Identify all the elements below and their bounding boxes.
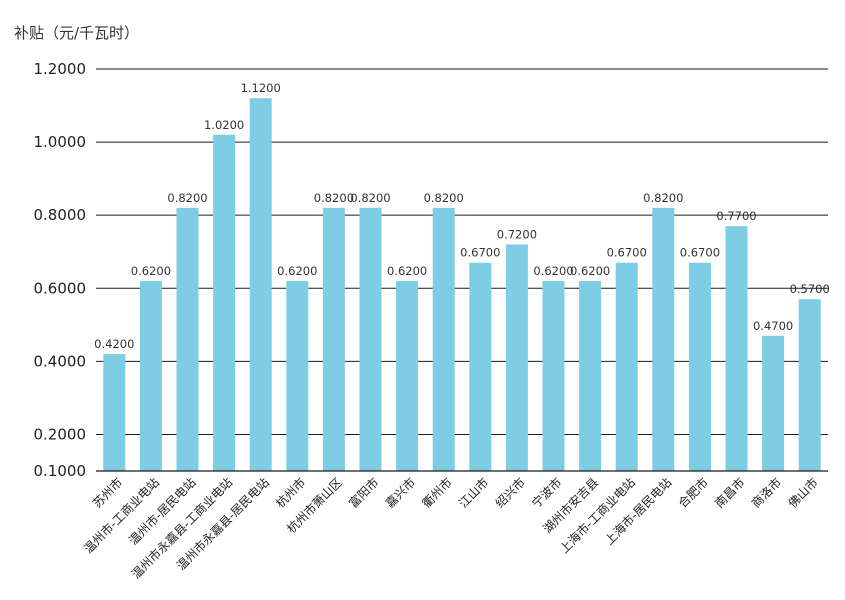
x-tick-label: 嘉兴市 (382, 475, 418, 511)
x-tick-label: 合肥市 (675, 475, 711, 511)
data-label: 0.6200 (570, 264, 610, 278)
bars (103, 98, 821, 472)
data-label: 1.1200 (241, 81, 281, 95)
x-tick-label: 上海市-居民电站 (601, 475, 674, 548)
bar (249, 98, 272, 472)
data-label: 0.8200 (350, 191, 390, 205)
x-tick-label: 富阳市 (346, 475, 382, 511)
bar (286, 280, 309, 471)
data-label: 1.0200 (204, 118, 244, 132)
bar (688, 262, 711, 471)
data-label: 0.4200 (94, 337, 134, 351)
bar (139, 280, 162, 471)
data-label: 0.6200 (387, 264, 427, 278)
data-label: 0.6200 (533, 264, 573, 278)
x-tick-label: 佛山市 (785, 475, 821, 511)
data-label: 0.6200 (131, 264, 171, 278)
bar (103, 354, 126, 471)
x-tick-label: 绍兴市 (492, 475, 528, 511)
bar (176, 207, 199, 471)
x-tick-label: 商洛市 (748, 475, 784, 511)
bar (725, 226, 748, 471)
y-tick-label: 0.1000 (34, 462, 87, 480)
bar (359, 207, 382, 471)
y-axis-ticks: 0.1000 0.2000 0.4000 0.6000 0.8000 1.0000 1.20… (34, 60, 87, 480)
bar (213, 134, 236, 472)
data-labels: 0.4200 0.6200 0.8200 1.0200 1.1200 0.6200 0.82… (94, 81, 830, 351)
data-label: 0.8200 (424, 191, 464, 205)
x-tick-label: 杭州市 (272, 475, 308, 511)
y-tick-label: 1.2000 (34, 60, 87, 78)
bar (469, 262, 492, 471)
data-label: 0.6700 (460, 246, 500, 260)
x-axis-ticks: 苏州市温州市-工商业电站温州市-居民电站温州市永嘉县-工商业电站温州市永嘉县-居… (80, 475, 820, 582)
bar (542, 280, 565, 471)
bar (396, 280, 419, 471)
data-label: 0.8200 (167, 191, 207, 205)
x-tick-label: 宁波市 (529, 475, 565, 511)
y-tick-label: 0.6000 (34, 279, 87, 297)
bar (579, 280, 602, 471)
x-tick-label: 温州市-居民电站 (126, 475, 199, 548)
y-tick-label: 0.4000 (34, 352, 87, 370)
data-label: 0.8200 (314, 191, 354, 205)
x-tick-label: 苏州市 (89, 475, 125, 511)
bar (652, 207, 675, 471)
x-tick-label: 南昌市 (712, 475, 748, 511)
bar (762, 335, 785, 471)
y-tick-label: 0.8000 (34, 206, 87, 224)
data-label: 0.4700 (753, 319, 793, 333)
y-tick-label: 1.0000 (34, 133, 87, 151)
data-label: 0.5700 (790, 282, 830, 296)
data-label: 0.6700 (607, 246, 647, 260)
bar (322, 207, 345, 471)
data-label: 0.7200 (497, 227, 537, 241)
bar (432, 207, 455, 471)
bar (505, 244, 528, 471)
x-tick-label: 衢州市 (419, 475, 455, 511)
data-label: 0.6200 (277, 264, 317, 278)
data-label: 0.6700 (680, 246, 720, 260)
bar (615, 262, 638, 471)
y-axis-label: 补贴（元/千瓦时） (14, 24, 139, 42)
data-label: 0.8200 (643, 191, 683, 205)
data-label: 0.7700 (716, 209, 756, 223)
x-tick-label: 江山市 (455, 475, 491, 511)
y-tick-label: 0.2000 (34, 425, 87, 443)
bar (798, 299, 821, 471)
